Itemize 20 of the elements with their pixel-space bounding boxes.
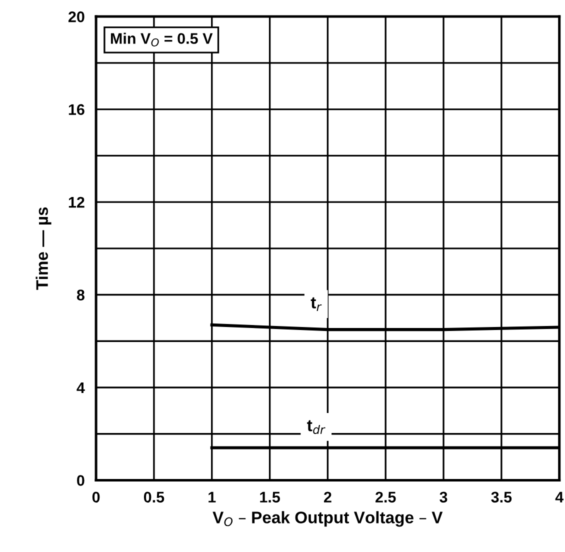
x-tick-label: 0.5: [144, 492, 164, 503]
x-tick-label: 4: [555, 492, 564, 502]
annotation: Min V$_{O}$ = 0.5 V: [110, 32, 213, 46]
x-tick-label: 0: [92, 492, 100, 503]
y-tick-label: 16: [68, 104, 84, 115]
y-tick-label: 12: [68, 196, 84, 208]
x-tick-label: 1.5: [260, 492, 280, 503]
annotation: t$_{r}$: [310, 297, 322, 311]
x-tick-label: 2: [324, 492, 332, 502]
y-tick-label: 4: [76, 382, 85, 394]
y-tick-label: 0: [77, 475, 84, 486]
x-tick-label: 1: [208, 492, 216, 502]
x-axis-title: V$_{O}$ – Peak Output Voltage – V: [212, 511, 443, 527]
x-tick-label: 3: [440, 492, 448, 503]
y-tick-label: 8: [76, 290, 84, 300]
y-axis-title: Time — µs: [36, 207, 52, 290]
annotation: t$_{dr}$: [307, 420, 326, 434]
x-tick-label: 2.5: [376, 492, 396, 503]
y-tick-label: 20: [68, 11, 84, 22]
x-tick-label: 3.5: [491, 492, 512, 503]
